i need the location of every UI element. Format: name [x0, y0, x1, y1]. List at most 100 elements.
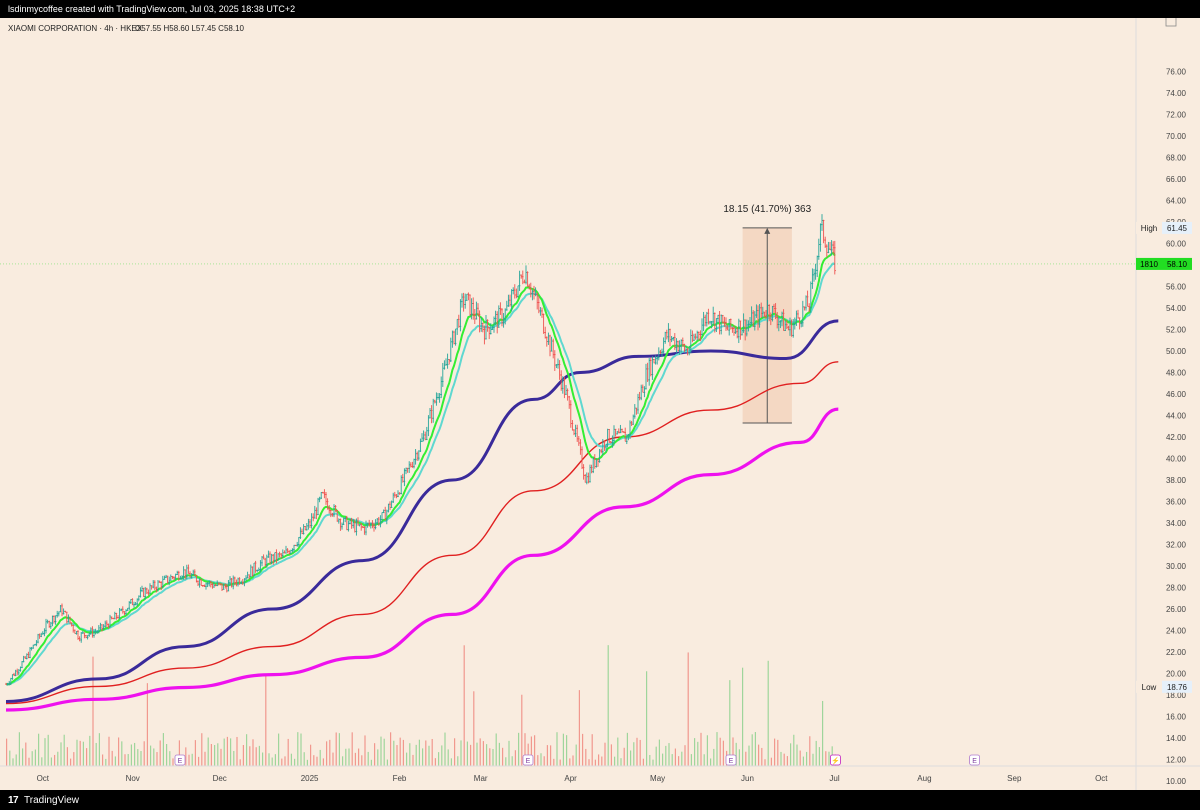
volume-bar — [828, 751, 830, 766]
volume-bar — [690, 754, 692, 766]
volume-bar — [594, 759, 596, 766]
price-tick-label: 76.00 — [1166, 68, 1187, 77]
price-tick-label: 20.00 — [1166, 670, 1187, 679]
price-tick-label: 40.00 — [1166, 455, 1187, 464]
volume-bar — [655, 746, 657, 766]
volume-bar — [265, 674, 267, 766]
volume-bar — [406, 752, 408, 766]
volume-bar — [338, 733, 340, 766]
price-tick-label: 42.00 — [1166, 433, 1187, 442]
volume-bar — [434, 758, 436, 766]
price-tick-label: 22.00 — [1166, 648, 1187, 657]
price-tick-label: 36.00 — [1166, 498, 1187, 507]
volume-bar — [246, 734, 248, 766]
time-axis[interactable]: Oct Nov Dec 2025 Feb Mar Apr May Jun Jul Aug Sep Oct — [0, 765, 1200, 783]
time-tick-label: Aug — [917, 774, 931, 783]
volume-bar — [482, 741, 484, 766]
volume-bar — [722, 740, 724, 766]
volume-bar — [428, 745, 430, 766]
volume-bar — [226, 736, 228, 766]
event-marker-box — [969, 754, 980, 766]
volume-bar — [287, 738, 289, 766]
volume-bar — [524, 733, 526, 766]
volume-bar — [127, 754, 129, 766]
last-price-value: 58.10 — [1167, 260, 1188, 269]
volume-bar — [486, 744, 488, 766]
price-axis[interactable]: 76.0074.0072.0070.0068.0066.0064.0062.00… — [1135, 18, 1200, 790]
volume-bar — [332, 752, 334, 766]
volume-bar — [783, 753, 785, 766]
volume-bar — [745, 751, 747, 766]
volume-bar — [322, 758, 324, 766]
event-marker-box — [830, 754, 841, 766]
volume-bar — [66, 747, 68, 766]
volume-bar — [63, 734, 65, 766]
volume-bar — [310, 744, 312, 766]
volume-bar — [31, 751, 33, 766]
volume-bar — [454, 738, 456, 766]
volume-bar — [492, 748, 494, 766]
ema-green-line — [6, 251, 836, 686]
price-tick-label: 18.00 — [1166, 691, 1187, 700]
volume-bar — [108, 736, 110, 766]
volume-bar — [294, 758, 296, 766]
price-tick-label: 24.00 — [1166, 627, 1187, 636]
volume-bar — [220, 748, 222, 766]
scale-settings-icon[interactable] — [1165, 18, 1177, 27]
ma-red-line — [5, 361, 839, 705]
volume-bar — [134, 742, 136, 766]
volume-bar — [130, 744, 132, 766]
volume-bar — [735, 742, 737, 766]
volume-bar — [793, 734, 795, 766]
volume-bar — [799, 750, 801, 766]
price-tick-label: 46.00 — [1166, 390, 1187, 399]
volume-bar — [710, 758, 712, 766]
volume-bar — [818, 747, 820, 766]
volume-bar — [607, 645, 609, 766]
price-chart[interactable]: 18.15 (41.70%) 363 E E E ⚡ E 76.00 74.00 72.00… — [0, 18, 1200, 790]
symbol-legend[interactable]: XIAOMI CORPORATION · 4h · HKEX — [8, 24, 143, 33]
volume-bar — [687, 652, 689, 766]
volume-bar — [770, 757, 772, 766]
volume-bar — [790, 743, 792, 766]
time-tick-label: Jun — [741, 774, 754, 783]
volume-bar — [41, 757, 43, 766]
volume-bar — [386, 759, 388, 766]
price-tick-label: 54.00 — [1166, 304, 1187, 313]
volume-bar — [150, 745, 152, 766]
price-tick-label: 26.00 — [1166, 605, 1187, 614]
volume-bar — [626, 732, 628, 766]
volume-bar — [249, 746, 251, 766]
volume-bar — [22, 748, 24, 766]
volume-bar — [383, 738, 385, 766]
volume-bar — [201, 733, 203, 766]
volume-bar — [489, 748, 491, 766]
attribution-text: lsdinmycoffee created with TradingView.c… — [8, 4, 296, 14]
volume-bar — [284, 756, 286, 766]
price-tick-label: 68.00 — [1166, 154, 1187, 163]
volume-bar — [815, 740, 817, 766]
volume-bar — [719, 737, 721, 766]
volume-bar — [34, 749, 36, 766]
volume-bar — [374, 743, 376, 766]
volume-bar — [313, 755, 315, 766]
time-tick-label: Oct — [37, 774, 50, 783]
volume-bar — [137, 749, 139, 766]
volume-bar — [281, 758, 283, 766]
volume-bar — [479, 738, 481, 766]
volume-bar — [450, 758, 452, 766]
time-tick-label: Oct — [1095, 774, 1108, 783]
price-tick-label: 14.00 — [1166, 734, 1187, 743]
earnings-event-icon: E — [725, 754, 737, 766]
volume-bar — [751, 734, 753, 766]
volume-bar — [396, 745, 398, 766]
price-tick-label: 64.00 — [1166, 197, 1187, 206]
volume-bar — [671, 754, 673, 766]
volume-bar — [121, 741, 123, 766]
volume-bar — [585, 748, 587, 766]
volume-bar — [540, 753, 542, 766]
volume-bar — [95, 742, 97, 766]
volume-bar — [118, 737, 120, 766]
volume-bar — [364, 735, 366, 766]
event-marker-label: E — [729, 758, 734, 765]
